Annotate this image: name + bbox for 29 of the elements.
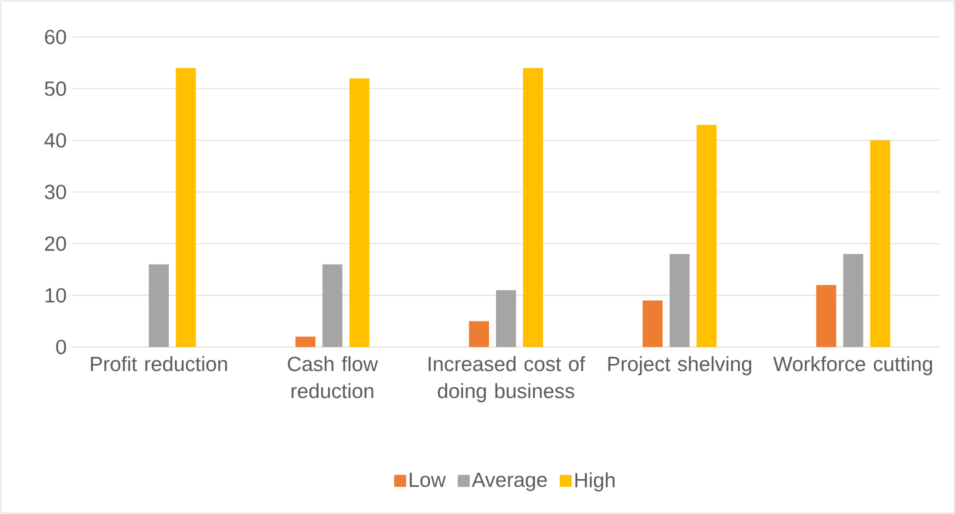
bar	[670, 254, 690, 347]
x-tick-label: Profit reduction	[90, 356, 227, 372]
bar	[349, 78, 370, 347]
y-tick-label: 20	[45, 236, 66, 251]
x-tick-label: Cash flow reduction	[288, 356, 378, 398]
y-tick-label: 0	[56, 340, 66, 354]
y-tick-label: 30	[44, 184, 66, 200]
bar	[843, 254, 864, 347]
bar	[642, 300, 663, 347]
x-tick-label: Increased cost of doing business	[428, 356, 586, 402]
bar	[295, 336, 316, 347]
y-tick-label: 40	[44, 133, 66, 148]
bar	[523, 68, 544, 347]
bar	[176, 68, 196, 347]
legend-label: High	[575, 472, 615, 492]
y-tick-label: 10	[46, 288, 66, 303]
y-tick-label: 50	[44, 81, 66, 96]
bar	[696, 124, 717, 347]
bar	[816, 284, 836, 347]
legend-label: Average	[472, 472, 547, 492]
bar	[148, 264, 169, 347]
x-tick-label: Project shelving	[608, 356, 752, 376]
bar	[322, 264, 342, 347]
bar	[496, 290, 516, 347]
y-tick-label: 60	[45, 30, 66, 44]
legend-label: Low	[410, 472, 446, 488]
bar	[469, 321, 490, 347]
x-tick-label: Workforce cutting	[773, 356, 932, 376]
bar	[870, 140, 890, 347]
